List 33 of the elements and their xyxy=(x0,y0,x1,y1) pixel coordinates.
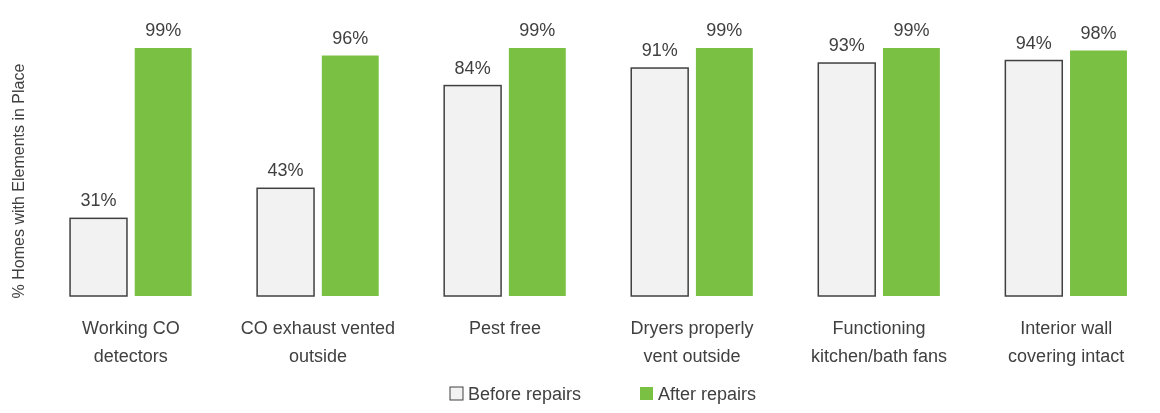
x-tick-label: Pest free xyxy=(468,318,541,338)
legend-label: After repairs xyxy=(658,384,757,404)
data-label: 94% xyxy=(1015,32,1052,53)
data-label: 91% xyxy=(641,40,678,61)
data-label: 43% xyxy=(267,160,304,181)
data-label: 99% xyxy=(706,20,743,40)
bar xyxy=(69,217,128,297)
bar xyxy=(630,67,689,297)
bar xyxy=(443,84,502,297)
data-label: 84% xyxy=(454,57,491,78)
bar xyxy=(508,48,566,296)
legend-label: Before repairs xyxy=(468,384,582,404)
bar xyxy=(134,48,192,296)
data-label: 99% xyxy=(145,20,182,40)
data-label: 93% xyxy=(828,35,865,56)
bar xyxy=(695,48,753,296)
y-axis-title: % Homes with Elements in Place xyxy=(10,63,27,299)
bar xyxy=(256,187,315,297)
bar xyxy=(321,55,379,296)
bar xyxy=(1004,59,1064,297)
data-label: 99% xyxy=(519,20,556,40)
x-tick-label: Interior wall covering intact xyxy=(1008,318,1125,366)
x-tick-label: Dryers properly vent outside xyxy=(630,318,754,366)
data-label: 96% xyxy=(332,27,369,48)
data-label: 98% xyxy=(1080,22,1117,43)
data-label: 99% xyxy=(893,20,930,40)
data-label: 31% xyxy=(80,190,117,211)
x-tick-label: Working CO detectors xyxy=(82,318,180,366)
x-tick-label: Functioning kitchen/bath fans xyxy=(811,318,948,366)
bar xyxy=(817,62,876,297)
bar xyxy=(882,48,940,296)
x-tick-label: CO exhaust vented outside xyxy=(240,318,395,366)
bar xyxy=(1070,50,1127,296)
